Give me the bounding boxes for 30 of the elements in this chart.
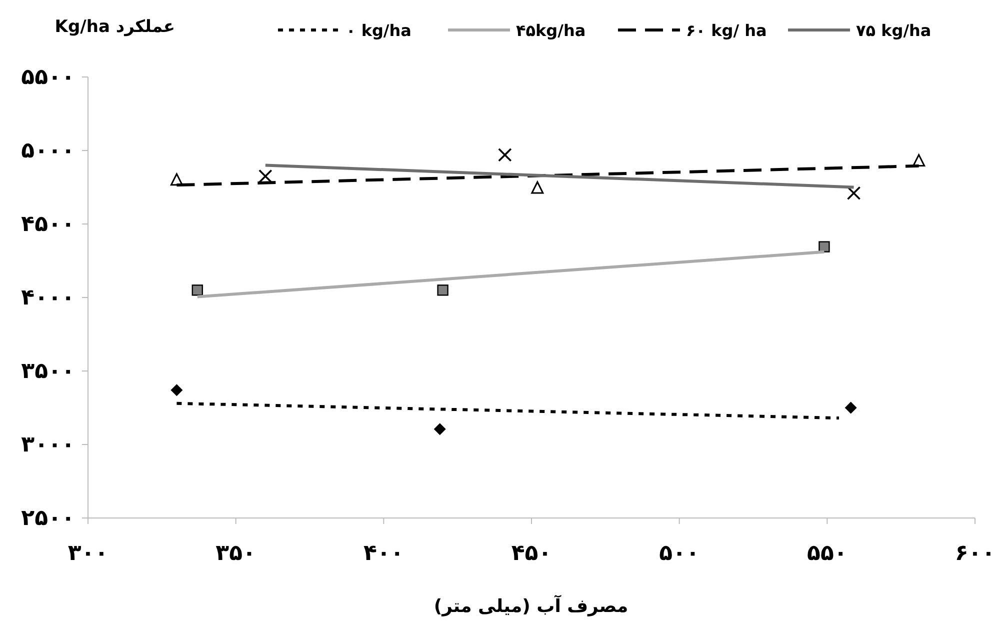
- point: [192, 284, 203, 296]
- x-tick-label: ۵۰۰: [659, 541, 700, 566]
- y-tick-label: ۵۵۰۰: [21, 65, 75, 90]
- point: [258, 169, 272, 184]
- x-tick-label: ۳۵۰: [216, 541, 256, 566]
- x-tick-label: ۴۵۰: [511, 541, 552, 566]
- x-axis-title: مصرف آب (میلی متر): [434, 594, 628, 617]
- point: [434, 423, 446, 436]
- point: [437, 284, 448, 296]
- legend-label: ۷۵ kg/ha: [856, 21, 932, 40]
- point: [818, 241, 830, 252]
- x-tick-label: ۳۰۰: [68, 541, 108, 566]
- point: [498, 148, 512, 162]
- chart-title: عملکرد Kg/ha: [54, 17, 175, 37]
- point: [844, 402, 857, 414]
- y-tick-label: ۴۰۰۰: [21, 286, 75, 310]
- x-tick-label: ۵۵۰: [807, 541, 848, 566]
- point: [846, 186, 861, 200]
- point: [531, 181, 544, 194]
- legend-label: ۶۰ kg/ ha: [686, 21, 767, 40]
- point: [170, 384, 183, 396]
- x-tick-label: ۶۰۰: [954, 541, 996, 566]
- y-tick-label: ۲۵۰۰: [21, 506, 75, 531]
- y-tick-label: ۳۰۰۰: [21, 432, 75, 458]
- legend-label: ۰ kg/ha: [346, 21, 412, 40]
- y-tick-label: ۴۵۰۰: [21, 212, 75, 237]
- legend-label: ۴۵kg/ha: [516, 21, 586, 40]
- x-tick-label: ۴۰۰: [364, 541, 404, 566]
- y-tick-label: ۳۵۰۰: [21, 359, 75, 384]
- y-tick-label: ۵۰۰۰: [21, 138, 75, 164]
